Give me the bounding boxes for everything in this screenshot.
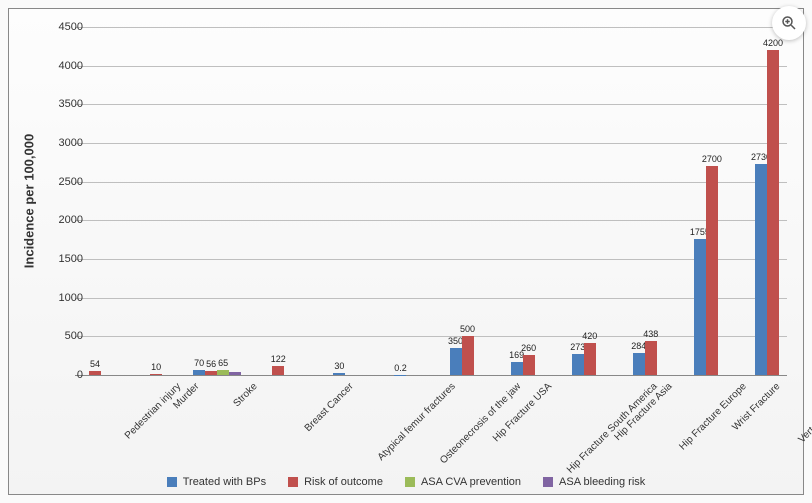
- gridline: [75, 27, 787, 28]
- bar-group: 284438: [633, 341, 657, 375]
- bar-value-label: 30: [334, 361, 344, 371]
- y-tick-label: 4000: [43, 60, 83, 72]
- x-tick-label: Pedestrian injury: [123, 381, 183, 441]
- chart-frame: Incidence per 100,000 54 10 705665 122 30 0.2…: [0, 0, 812, 503]
- bar-value-label: 438: [643, 329, 658, 339]
- plot-area: 5410705665122300.23505001692602734202844…: [75, 27, 787, 375]
- bar-value-label: 65: [218, 358, 228, 368]
- bar-value-label: 0.2: [394, 363, 407, 373]
- bar-group: 10: [150, 374, 162, 375]
- bar-group: 27304200: [755, 50, 779, 375]
- y-tick-label: 3500: [43, 98, 83, 110]
- y-tick-label: 1000: [43, 292, 83, 304]
- bar-group: 0.2: [394, 375, 406, 376]
- bar: 56: [205, 371, 217, 375]
- bar-group: 54: [89, 371, 101, 375]
- bar: [229, 372, 241, 375]
- y-axis-label: Incidence per 100,000: [22, 134, 37, 268]
- bar: 438: [645, 341, 657, 375]
- bar: 284: [633, 353, 645, 375]
- y-tick-label: 1500: [43, 253, 83, 265]
- bar: 65: [217, 370, 229, 375]
- bar: 30: [333, 373, 345, 375]
- legend-item: Risk of outcome: [288, 476, 383, 488]
- expand-button[interactable]: [772, 6, 806, 40]
- bar-group: 273420: [572, 343, 596, 375]
- bar-value-label: 10: [151, 362, 161, 372]
- bar-value-label: 260: [521, 343, 536, 353]
- bar: 260: [523, 355, 535, 375]
- expand-icon: [780, 14, 798, 32]
- gridline: [75, 220, 787, 221]
- bar: 4200: [767, 50, 779, 375]
- legend-label: Treated with BPs: [183, 476, 266, 488]
- gridline: [75, 66, 787, 67]
- x-tick-label: Vertebral Fracture: [796, 381, 812, 445]
- bar-group: 705665: [193, 370, 241, 375]
- gridline: [75, 298, 787, 299]
- legend-swatch: [405, 477, 415, 487]
- y-tick-label: 500: [43, 330, 83, 342]
- legend: Treated with BPs Risk of outcome ASA CVA p…: [9, 476, 803, 488]
- y-tick-label: 3000: [43, 137, 83, 149]
- bar: 70: [193, 370, 205, 375]
- y-tick-label: 0: [43, 369, 83, 381]
- legend-item: Treated with BPs: [167, 476, 266, 488]
- bar-value-label: 4200: [763, 38, 783, 48]
- bar: 169: [511, 362, 523, 375]
- gridline: [75, 104, 787, 105]
- x-tick-label: Stroke: [232, 381, 260, 409]
- bar-group: 350500: [450, 336, 474, 375]
- legend-swatch: [167, 477, 177, 487]
- bar: 500: [462, 336, 474, 375]
- bar: 420: [584, 343, 596, 375]
- legend-label: ASA CVA prevention: [421, 476, 521, 488]
- bar-group: 30: [333, 373, 345, 375]
- y-tick-label: 4500: [43, 21, 83, 33]
- x-tick-label: Hip Fracture USA: [490, 381, 553, 444]
- legend-label: Risk of outcome: [304, 476, 383, 488]
- bar-value-label: 56: [206, 359, 216, 369]
- bar-group: 169260: [511, 355, 535, 375]
- gridline: [75, 375, 787, 376]
- bar-value-label: 2700: [702, 154, 722, 164]
- gridline: [75, 143, 787, 144]
- legend-swatch: [543, 477, 553, 487]
- bar: 2700: [706, 166, 718, 375]
- legend-item: ASA bleeding risk: [543, 476, 645, 488]
- legend-item: ASA CVA prevention: [405, 476, 521, 488]
- bar-value-label: 54: [90, 359, 100, 369]
- legend-swatch: [288, 477, 298, 487]
- bar: 350: [450, 348, 462, 375]
- x-tick-label: Hip Fracture South America: [565, 381, 660, 476]
- gridline: [75, 259, 787, 260]
- bar: 10: [150, 374, 162, 375]
- bar-value-label: 70: [194, 358, 204, 368]
- chart-card: Incidence per 100,000 54 10 705665 122 30 0.2…: [8, 8, 804, 495]
- bar: 2730: [755, 164, 767, 375]
- bar-group: 122: [272, 366, 284, 375]
- bar-value-label: 122: [271, 354, 286, 364]
- bar: 1755: [694, 239, 706, 375]
- y-tick-label: 2000: [43, 214, 83, 226]
- bar-value-label: 420: [582, 331, 597, 341]
- y-tick-label: 2500: [43, 176, 83, 188]
- bar: 54: [89, 371, 101, 375]
- legend-label: ASA bleeding risk: [559, 476, 645, 488]
- bar: 0.2: [394, 375, 406, 376]
- gridline: [75, 182, 787, 183]
- bar-value-label: 500: [460, 324, 475, 334]
- x-tick-label: Breast Cancer: [303, 381, 356, 434]
- bar: 273: [572, 354, 584, 375]
- gridline: [75, 336, 787, 337]
- bar-group: 17552700: [694, 166, 718, 375]
- bar: 122: [272, 366, 284, 375]
